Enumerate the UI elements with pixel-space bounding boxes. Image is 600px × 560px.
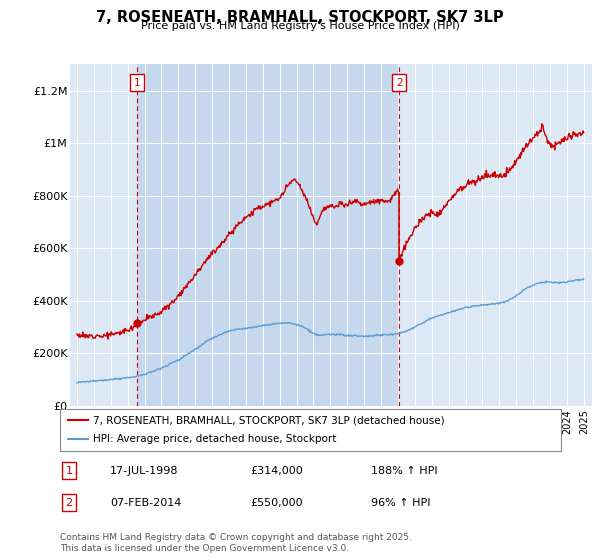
Text: Contains HM Land Registry data © Crown copyright and database right 2025.
This d: Contains HM Land Registry data © Crown c…: [60, 533, 412, 553]
Text: 2: 2: [65, 498, 73, 508]
Text: 17-JUL-1998: 17-JUL-1998: [110, 465, 179, 475]
Text: HPI: Average price, detached house, Stockport: HPI: Average price, detached house, Stoc…: [92, 435, 336, 445]
Text: Price paid vs. HM Land Registry's House Price Index (HPI): Price paid vs. HM Land Registry's House …: [140, 21, 460, 31]
Text: £314,000: £314,000: [250, 465, 303, 475]
Text: 1: 1: [65, 465, 73, 475]
Bar: [137, 64, 400, 406]
Text: 96% ↑ HPI: 96% ↑ HPI: [371, 498, 430, 508]
Text: 2: 2: [396, 78, 403, 88]
Text: 07-FEB-2014: 07-FEB-2014: [110, 498, 181, 508]
Text: 188% ↑ HPI: 188% ↑ HPI: [371, 465, 437, 475]
Text: 1: 1: [133, 78, 140, 88]
Text: £550,000: £550,000: [250, 498, 303, 508]
Text: 7, ROSENEATH, BRAMHALL, STOCKPORT, SK7 3LP (detached house): 7, ROSENEATH, BRAMHALL, STOCKPORT, SK7 3…: [92, 415, 444, 425]
Text: 7, ROSENEATH, BRAMHALL, STOCKPORT, SK7 3LP: 7, ROSENEATH, BRAMHALL, STOCKPORT, SK7 3…: [96, 10, 504, 25]
